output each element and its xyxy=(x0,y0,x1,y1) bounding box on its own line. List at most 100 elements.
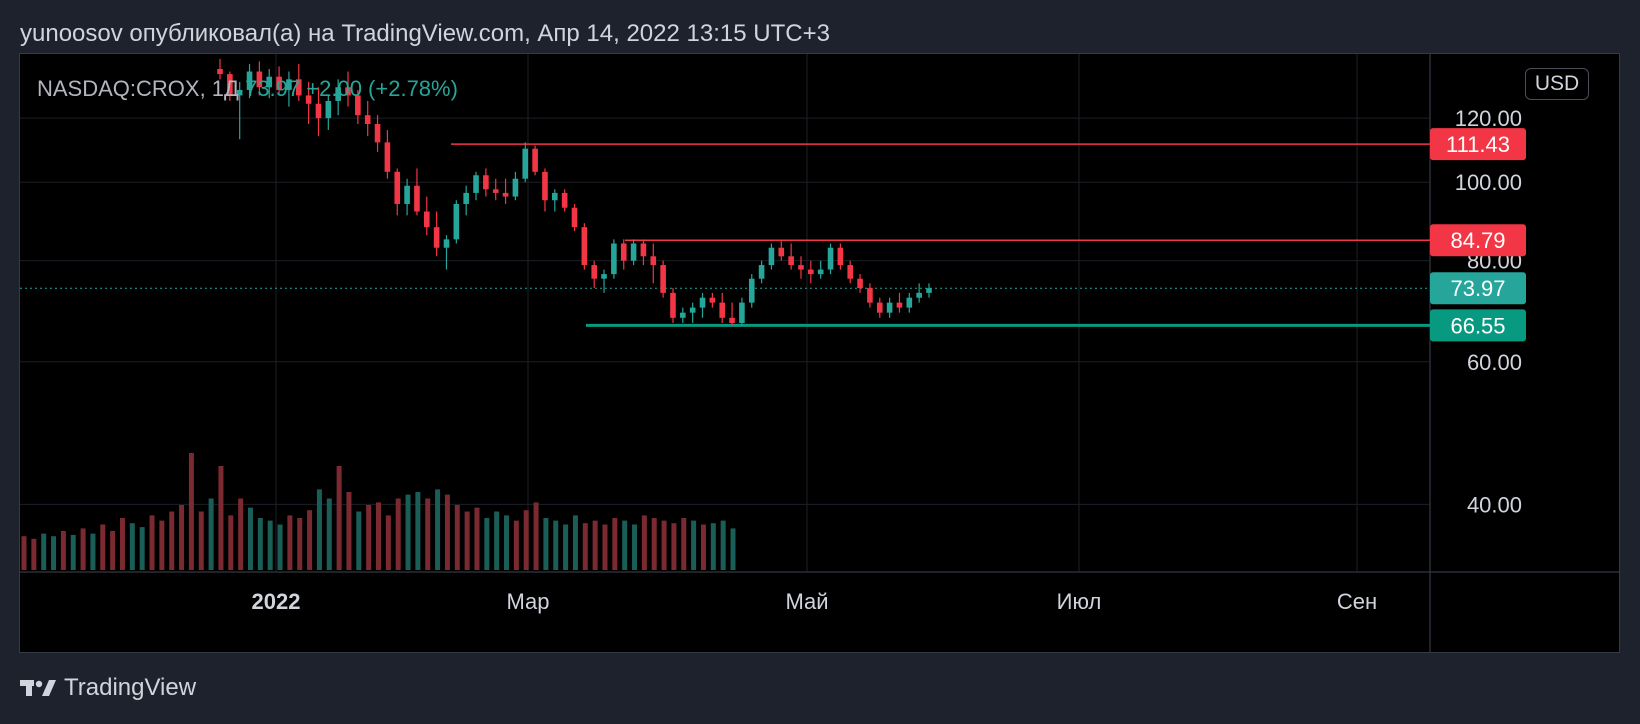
candle-body xyxy=(670,292,676,318)
volume-bar xyxy=(494,511,500,570)
volume-bar xyxy=(415,492,421,570)
candle-body xyxy=(906,297,913,308)
volume-bar xyxy=(444,494,450,570)
candle-body xyxy=(601,274,607,279)
candle-body xyxy=(827,247,834,270)
symbol-legend: NASDAQ:CROX, 1Д 73.97 +2.00 (+2.78%) xyxy=(37,76,458,102)
price-label-box xyxy=(1430,224,1526,257)
volume-bar xyxy=(730,528,736,570)
candle-body xyxy=(394,171,401,204)
candle-body xyxy=(886,302,893,313)
candle-body xyxy=(611,243,617,275)
volume-bar xyxy=(504,515,510,570)
current-price-label-text: 73.97 xyxy=(1450,276,1505,301)
price-label-box xyxy=(1430,309,1526,342)
candle-body xyxy=(620,243,627,261)
volume-bar xyxy=(543,518,549,570)
candle-body xyxy=(266,76,273,88)
volume-bar xyxy=(700,524,706,570)
candle-body xyxy=(896,302,903,308)
candle-body xyxy=(355,95,361,116)
candle-body xyxy=(561,192,568,208)
price-label-text: 84.79 xyxy=(1450,228,1505,253)
candle-body xyxy=(305,95,312,104)
candle-body xyxy=(768,247,775,266)
volume-bar xyxy=(336,466,342,570)
symbol-label: NASDAQ:CROX, 1Д xyxy=(37,76,239,101)
volume-bar xyxy=(316,489,322,570)
volume-bar xyxy=(277,524,283,570)
y-tick-label: 120.00 xyxy=(1455,106,1522,131)
candle-body xyxy=(236,89,243,96)
candle-body xyxy=(699,297,706,308)
volume-bar xyxy=(651,518,657,570)
candle-body xyxy=(217,68,223,75)
candle-body xyxy=(532,148,538,172)
candle-body xyxy=(709,297,716,303)
current-price-label-box xyxy=(1430,272,1526,305)
chart-frame[interactable]: 40.00 60.00 80.00 100.00 120.00 2022 Мар Май Июл… xyxy=(19,53,1620,653)
volume-bar xyxy=(188,453,194,570)
volume-bar xyxy=(228,515,234,570)
candle-body xyxy=(847,265,854,279)
volume-bar xyxy=(307,510,313,570)
candle-body xyxy=(423,211,430,228)
volume-bar xyxy=(356,511,362,570)
candle-body xyxy=(414,185,420,212)
candle-body xyxy=(276,76,282,90)
volume-bar xyxy=(612,518,618,570)
volume-bar xyxy=(21,536,27,570)
volume-bar xyxy=(238,498,244,570)
candle-body xyxy=(364,115,371,125)
volume-bar xyxy=(464,511,470,570)
candle-body xyxy=(433,227,440,248)
candle-body xyxy=(640,243,647,257)
volume-bar xyxy=(287,515,293,570)
volume-bar xyxy=(385,515,391,570)
volume-bar xyxy=(179,505,185,570)
volume-bar xyxy=(563,524,569,570)
candle-body xyxy=(916,292,922,298)
candle-body xyxy=(345,87,351,96)
volume-bar xyxy=(208,498,214,570)
volume-bar xyxy=(454,505,460,570)
candle-body xyxy=(876,302,883,313)
currency-button[interactable]: USD xyxy=(1525,68,1589,100)
volume-bar xyxy=(60,531,66,570)
price-label-text: 66.55 xyxy=(1450,313,1505,338)
publication-header: yunoosov опубликовал(а) на TradingView.c… xyxy=(20,20,830,47)
volume-bar xyxy=(513,520,519,570)
volume-bar xyxy=(533,502,539,570)
candle-body xyxy=(374,124,381,143)
candle-body xyxy=(443,239,450,248)
candle-body xyxy=(571,207,578,228)
volume-bar xyxy=(100,524,106,570)
tradingview-logo-icon xyxy=(20,680,56,696)
candle-body xyxy=(453,203,460,240)
x-tick-label: 2022 xyxy=(252,589,301,614)
volume-bar xyxy=(110,531,116,570)
x-tick-label: Май xyxy=(785,589,828,614)
candle-body xyxy=(492,189,499,193)
candle-body xyxy=(502,192,509,197)
volume-bar xyxy=(553,520,559,570)
candle-body xyxy=(729,317,735,324)
volume-bar xyxy=(159,520,165,570)
tradingview-brand[interactable]: TradingView xyxy=(20,672,196,704)
volume-bar xyxy=(90,533,96,570)
candle-body xyxy=(739,302,745,324)
y-tick-label: 100.00 xyxy=(1455,170,1522,195)
candle-body xyxy=(542,171,548,201)
volume-bar xyxy=(41,533,47,570)
volume-bar xyxy=(622,520,628,570)
candle-body xyxy=(295,79,302,96)
volume-bar xyxy=(661,520,667,570)
candle-body xyxy=(552,192,558,201)
volume-bar xyxy=(474,507,480,570)
candle-body xyxy=(227,74,233,96)
volume-bar xyxy=(198,511,204,570)
volume-bar xyxy=(31,538,37,570)
price-label-box xyxy=(1430,128,1526,161)
candle-body xyxy=(808,269,814,275)
